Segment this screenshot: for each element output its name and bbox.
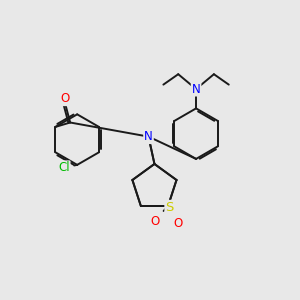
Text: O: O xyxy=(174,217,183,230)
Text: Cl: Cl xyxy=(58,161,70,174)
Text: N: N xyxy=(144,130,153,143)
Text: O: O xyxy=(60,92,69,105)
Text: O: O xyxy=(150,215,159,228)
Text: S: S xyxy=(165,201,174,214)
Text: N: N xyxy=(192,82,200,96)
